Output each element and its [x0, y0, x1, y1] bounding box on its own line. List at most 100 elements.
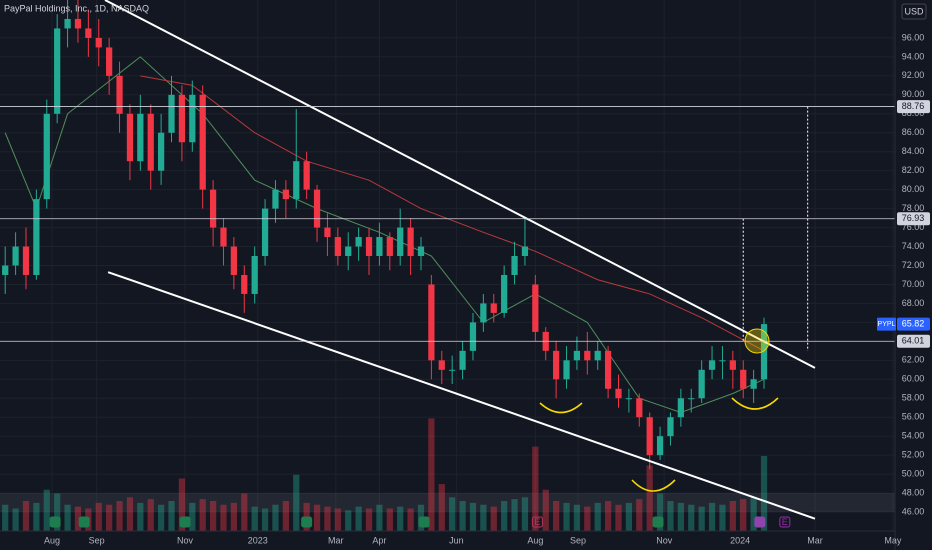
volume-bar	[33, 502, 40, 531]
candle-body	[85, 28, 92, 38]
y-tick-label: 80.00	[902, 184, 925, 194]
last-price-label: 65.82	[902, 318, 925, 328]
volume-bar	[625, 502, 633, 531]
volume-bar	[584, 506, 591, 531]
candle-body	[272, 189, 279, 209]
volume-bar	[22, 501, 30, 531]
candle-body	[469, 322, 477, 351]
x-tick-label: Sep	[89, 535, 105, 545]
candle-body	[12, 246, 19, 266]
volume-bar	[636, 499, 643, 531]
price-axis	[895, 0, 932, 550]
candle-body	[532, 284, 539, 332]
volume-bar	[740, 499, 747, 531]
candle-body	[282, 189, 289, 200]
volume-bar	[501, 501, 508, 531]
x-tick-label: Jun	[449, 535, 464, 545]
candle-body	[106, 47, 113, 76]
volume-bar	[521, 497, 529, 531]
volume-bar	[532, 446, 539, 531]
y-tick-label: 84.00	[902, 146, 925, 156]
grid-layer	[0, 0, 895, 531]
y-tick-label: 72.00	[902, 260, 925, 270]
volume-bar	[261, 508, 269, 531]
volume-bar	[750, 497, 757, 531]
candle-body	[729, 360, 736, 370]
volume-bar	[313, 504, 321, 531]
currency-box[interactable]	[901, 3, 927, 20]
candle-body	[209, 189, 217, 228]
candle-body	[22, 246, 30, 275]
axis-layer: 46.00 48.00 50.00 52.00 54.00 56.00 58.00 60.00…	[44, 32, 930, 545]
volume-bar	[168, 501, 175, 531]
candle-body	[459, 350, 466, 370]
volume-bar	[54, 493, 61, 531]
currency-label[interactable]: USD	[904, 6, 924, 16]
candle-body	[241, 274, 248, 294]
trendline	[104, 0, 816, 369]
moving-average-layer	[4, 56, 765, 414]
y-tick-label: 82.00	[902, 165, 925, 175]
symbol-label-box	[877, 317, 896, 331]
volume-bar	[158, 504, 165, 531]
x-tick-label: Aug	[527, 535, 543, 545]
volume-bar	[407, 508, 414, 531]
candle-body	[158, 132, 165, 171]
volume-bar	[760, 456, 768, 531]
x-tick-label: Mar	[328, 535, 344, 545]
level-label-box	[897, 334, 930, 348]
candle-body	[324, 227, 331, 238]
event-marker	[652, 516, 664, 528]
volume-bar	[698, 506, 705, 531]
pattern-arc	[631, 479, 676, 492]
candle-body	[251, 256, 258, 294]
volume-bar	[64, 504, 71, 531]
volume-bar	[147, 499, 154, 531]
volume-bar	[573, 504, 581, 531]
candle-body	[178, 94, 186, 143]
candle-body	[199, 94, 206, 190]
volume-bar	[2, 504, 9, 531]
volume-bar	[241, 493, 248, 531]
volume-bar	[365, 508, 373, 531]
event-label: E	[782, 517, 788, 527]
candle-body	[376, 237, 383, 257]
y-tick-label: 86.00	[902, 127, 925, 137]
event-marker	[531, 516, 543, 528]
candle-body	[54, 28, 61, 114]
y-tick-label: 52.00	[902, 450, 925, 460]
highlight-band	[0, 493, 895, 512]
volume-bar	[137, 502, 144, 531]
y-tick-label: 58.00	[902, 393, 925, 403]
candle-body	[64, 18, 71, 29]
candle-body	[116, 75, 123, 114]
y-tick-label: 92.00	[902, 70, 925, 80]
volume-bar	[438, 484, 445, 531]
candle-body	[480, 303, 487, 323]
candle-body	[625, 398, 633, 400]
volume-bar	[688, 504, 695, 531]
candle-body	[168, 94, 175, 133]
x-tick-label: 2024	[730, 535, 750, 545]
volume-bar	[615, 504, 622, 531]
volume-bar	[428, 418, 435, 531]
volume-bar	[719, 504, 726, 531]
pattern-arc	[539, 402, 583, 414]
volume-bar	[511, 499, 518, 531]
volume-bar	[449, 497, 456, 531]
volume-bar	[397, 506, 404, 531]
volume-bar	[43, 489, 50, 531]
chart-title: PayPal Holdings, Inc., 1D, NASDAQ	[4, 3, 149, 13]
candle-body	[646, 417, 653, 456]
y-tick-label: 50.00	[902, 468, 925, 478]
volume-bar	[386, 508, 393, 531]
candle-body	[521, 246, 529, 257]
event-marker	[78, 516, 90, 528]
candle-body	[220, 227, 227, 247]
volume-bar	[230, 502, 238, 531]
volume-bar	[563, 502, 570, 531]
volume-bar	[553, 501, 560, 531]
candle-body	[293, 161, 300, 200]
